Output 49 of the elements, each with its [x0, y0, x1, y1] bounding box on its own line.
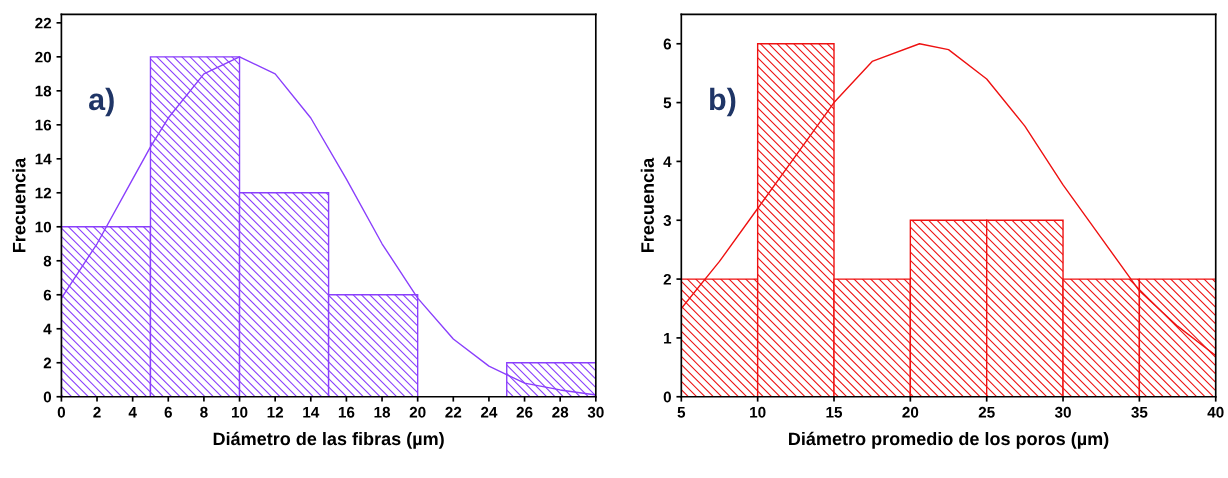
y-tick-label: 10 [35, 221, 52, 233]
x-tick-label: 20 [902, 406, 919, 418]
y-tick-label: 5 [663, 97, 672, 109]
x-tick-label: 25 [978, 406, 995, 418]
y-tick-label: 4 [663, 156, 672, 167]
x-tick-label: 30 [1054, 406, 1071, 418]
x-tick-label: 16 [338, 406, 355, 418]
x-axis-title: Diámetro promedio de los poros (µm) [789, 431, 1109, 449]
x-tick-label: 10 [750, 406, 766, 418]
y-tick-label: 18 [35, 85, 52, 97]
y-tick-label: 14 [35, 153, 52, 165]
x-tick-label: 26 [516, 406, 533, 418]
y-tick-label: 0 [663, 391, 671, 403]
y-tick-label: 3 [663, 215, 672, 226]
x-tick-label: 35 [1131, 406, 1148, 418]
y-tick-label: 8 [43, 255, 52, 267]
y-tick-label: 2 [43, 357, 52, 369]
x-tick-label: 15 [826, 407, 843, 418]
x-tick-label: 20 [409, 406, 426, 418]
x-tick-label: 2 [93, 406, 101, 418]
y-tick-label: 6 [43, 289, 52, 301]
y-tick-label: 12 [35, 187, 52, 199]
y-tick-label: 22 [35, 17, 52, 29]
x-tick-label: 28 [552, 406, 569, 418]
x-tick-label: 10 [232, 406, 248, 418]
x-tick-label: 0 [57, 406, 66, 418]
y-axis-title: Frecuencia [640, 157, 654, 252]
y-tick-label: 1 [664, 332, 672, 344]
y-tick-label: 16 [35, 119, 52, 131]
y-tick-label: 20 [35, 51, 52, 63]
x-tick-label: 8 [200, 406, 208, 418]
y-tick-label: 6 [663, 38, 672, 50]
x-tick-label: 5 [677, 407, 686, 418]
y-tick-label: 4 [43, 323, 52, 335]
x-tick-label: 40 [1207, 406, 1224, 418]
x-tick-label: 22 [445, 406, 462, 418]
y-tick-label: 2 [663, 273, 671, 285]
x-tick-label: 14 [303, 407, 320, 418]
x-tick-label: 30 [587, 406, 604, 418]
annotation: a) [89, 87, 114, 117]
annotation: b) [710, 87, 736, 117]
x-tick-label: 12 [267, 406, 284, 418]
y-tick-label: 0 [43, 391, 52, 403]
x-tick-label: 4 [128, 407, 137, 418]
x-tick-label: 24 [480, 406, 498, 418]
y-axis-title: Frecuencia [12, 157, 26, 252]
x-tick-label: 18 [374, 406, 391, 418]
x-tick-label: 6 [164, 406, 172, 418]
x-axis-title: Diámetro de las fibras (µm) [213, 431, 444, 449]
